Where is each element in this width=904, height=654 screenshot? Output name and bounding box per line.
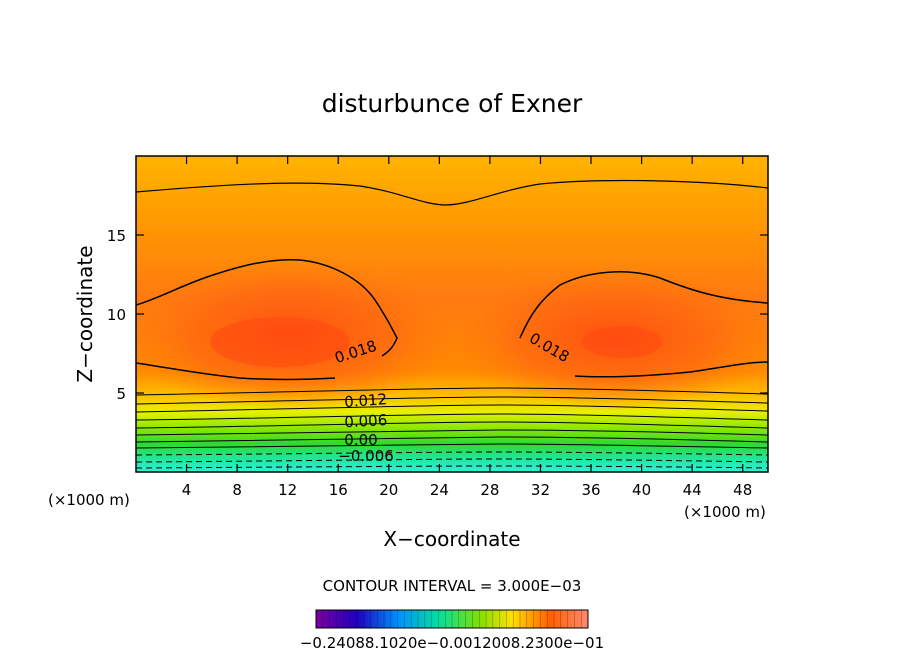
x-tick-label: 40 — [632, 481, 651, 499]
y-tick-label: 10 — [107, 306, 126, 324]
x-tick-label: 20 — [379, 481, 398, 499]
y-axis-ticks: 5 10 15 — [107, 227, 768, 403]
x-tick-label: 16 — [329, 481, 348, 499]
contour-interval: CONTOUR INTERVAL = 3.000E−03 — [323, 577, 582, 595]
chart-title: disturbunce of Exner — [322, 89, 583, 118]
contour-label: 0.00 — [344, 431, 377, 449]
contour-label: −0.006 — [338, 447, 394, 465]
x-tick-label: 24 — [430, 481, 449, 499]
x-tick-label: 36 — [581, 481, 600, 499]
x-tick-label: 48 — [733, 481, 752, 499]
x-tick-label: 32 — [531, 481, 550, 499]
x-tick-label: 4 — [182, 481, 192, 499]
x-tick-label: 28 — [480, 481, 499, 499]
x-tick-label: 8 — [232, 481, 242, 499]
colorbar — [315, 609, 589, 629]
x-axis-label: X−coordinate — [383, 527, 520, 551]
y-tick-label: 5 — [116, 385, 126, 403]
x-tick-label: 12 — [278, 481, 297, 499]
y-axis-label: Z−coordinate — [73, 245, 97, 382]
x-unit-left: (×1000 m) — [48, 491, 130, 509]
contour-label: 0.006 — [344, 411, 388, 431]
x-axis-ticks: 4 8 12 16 20 24 28 32 36 40 44 48 — [182, 156, 752, 499]
contour-fill — [136, 156, 768, 472]
x-tick-label: 44 — [683, 481, 702, 499]
colorbar-labels: −0.24088.1020e−0.0012008.2300e−01 — [300, 634, 604, 652]
x-unit-right: (×1000 m) — [684, 503, 766, 521]
contour-label: 0.012 — [344, 390, 388, 411]
y-tick-label: 15 — [107, 227, 126, 245]
